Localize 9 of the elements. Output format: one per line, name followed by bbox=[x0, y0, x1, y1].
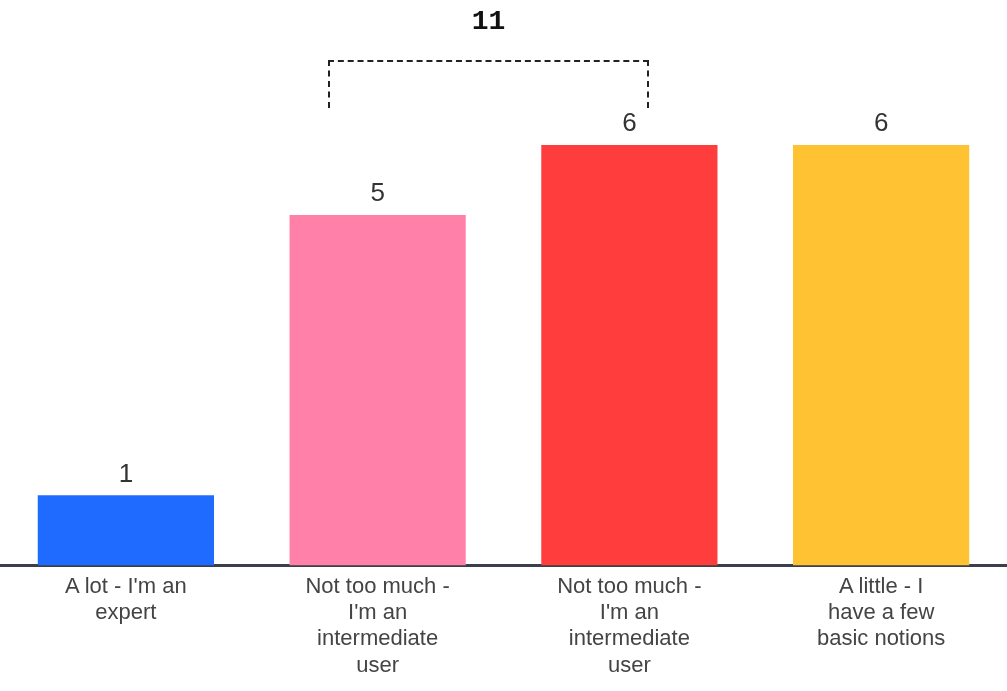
x-tick-label: A little - I have a few basic notions bbox=[816, 572, 946, 651]
x-tick-label: Not too much - I'm an intermediate user bbox=[305, 572, 450, 677]
x-tick-label: A lot - I'm an expert bbox=[65, 572, 187, 625]
data-label: 6 bbox=[622, 107, 637, 138]
data-label: 6 bbox=[873, 107, 889, 138]
x-tick-label: Not too much - I'm an intermediate user bbox=[557, 572, 702, 677]
data-label: 5 bbox=[370, 177, 385, 208]
data-label: 1 bbox=[118, 457, 134, 488]
text: 11 bbox=[470, 6, 507, 37]
